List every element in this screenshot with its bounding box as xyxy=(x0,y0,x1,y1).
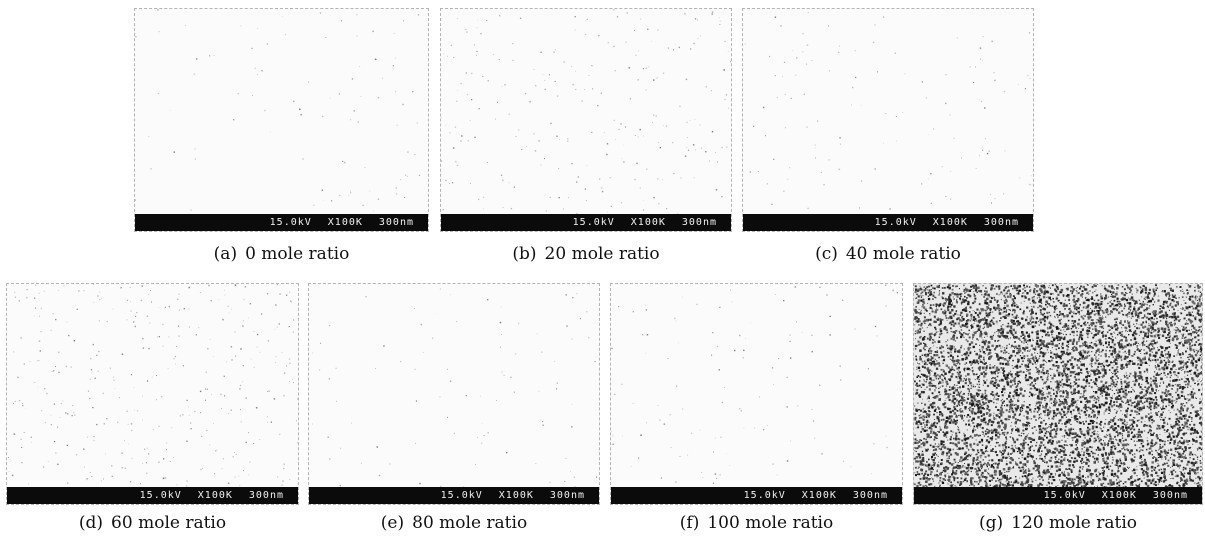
caption-text: 120 mole ratio xyxy=(1011,513,1138,533)
caption-letter: (e) xyxy=(380,513,405,533)
caption-g: (g) 120 mole ratio xyxy=(913,513,1203,533)
voltage-label: 15.0kV xyxy=(874,217,917,228)
voltage-label: 15.0kV xyxy=(440,490,483,501)
scale-label: 300nm xyxy=(549,490,585,501)
scale-label: 300nm xyxy=(1152,490,1188,501)
scale-label: 300nm xyxy=(378,217,414,228)
sem-image-c: 15.0kV X100K 300nm xyxy=(742,8,1034,232)
sem-image-b: 15.0kV X100K 300nm xyxy=(440,8,732,232)
sem-databar-e: 15.0kV X100K 300nm xyxy=(309,487,599,504)
sem-databar-g: 15.0kV X100K 300nm xyxy=(914,487,1202,504)
caption-b: (b) 20 mole ratio xyxy=(440,244,732,264)
caption-text: 100 mole ratio xyxy=(707,513,834,533)
magnification-label: X100K xyxy=(327,217,363,228)
scale-label: 300nm xyxy=(681,217,717,228)
scale-label: 300nm xyxy=(983,217,1019,228)
magnification-label: X100K xyxy=(1101,490,1137,501)
caption-text: 60 mole ratio xyxy=(111,513,227,533)
sem-databar-c: 15.0kV X100K 300nm xyxy=(743,214,1033,231)
sem-image-f: 15.0kV X100K 300nm xyxy=(610,283,903,505)
voltage-label: 15.0kV xyxy=(743,490,786,501)
caption-letter: (g) xyxy=(978,513,1004,533)
scale-label: 300nm xyxy=(248,490,284,501)
caption-text: 20 mole ratio xyxy=(544,244,660,264)
caption-f: (f) 100 mole ratio xyxy=(610,513,903,533)
caption-letter: (f) xyxy=(679,513,700,533)
sem-databar-f: 15.0kV X100K 300nm xyxy=(611,487,902,504)
sem-databar-d: 15.0kV X100K 300nm xyxy=(7,487,298,504)
caption-letter: (d) xyxy=(78,513,104,533)
caption-c: (c) 40 mole ratio xyxy=(742,244,1034,264)
caption-letter: (c) xyxy=(815,244,838,264)
caption-letter: (a) xyxy=(213,244,238,264)
caption-text: 80 mole ratio xyxy=(412,513,528,533)
sem-databar-a: 15.0kV X100K 300nm xyxy=(135,214,428,231)
magnification-label: X100K xyxy=(197,490,233,501)
magnification-label: X100K xyxy=(630,217,666,228)
sem-databar-b: 15.0kV X100K 300nm xyxy=(441,214,731,231)
sem-image-a: 15.0kV X100K 300nm xyxy=(134,8,429,232)
voltage-label: 15.0kV xyxy=(572,217,615,228)
magnification-label: X100K xyxy=(498,490,534,501)
sem-image-e: 15.0kV X100K 300nm xyxy=(308,283,600,505)
caption-text: 40 mole ratio xyxy=(845,244,961,264)
sem-image-g: 15.0kV X100K 300nm xyxy=(913,283,1203,505)
scale-label: 300nm xyxy=(852,490,888,501)
caption-letter: (b) xyxy=(512,244,537,264)
caption-text: 0 mole ratio xyxy=(245,244,350,264)
voltage-label: 15.0kV xyxy=(269,217,312,228)
caption-d: (d) 60 mole ratio xyxy=(6,513,299,533)
caption-e: (e) 80 mole ratio xyxy=(308,513,600,533)
sem-image-d: 15.0kV X100K 300nm xyxy=(6,283,299,505)
caption-a: (a) 0 mole ratio xyxy=(134,244,429,264)
voltage-label: 15.0kV xyxy=(139,490,182,501)
voltage-label: 15.0kV xyxy=(1043,490,1086,501)
magnification-label: X100K xyxy=(932,217,968,228)
magnification-label: X100K xyxy=(801,490,837,501)
